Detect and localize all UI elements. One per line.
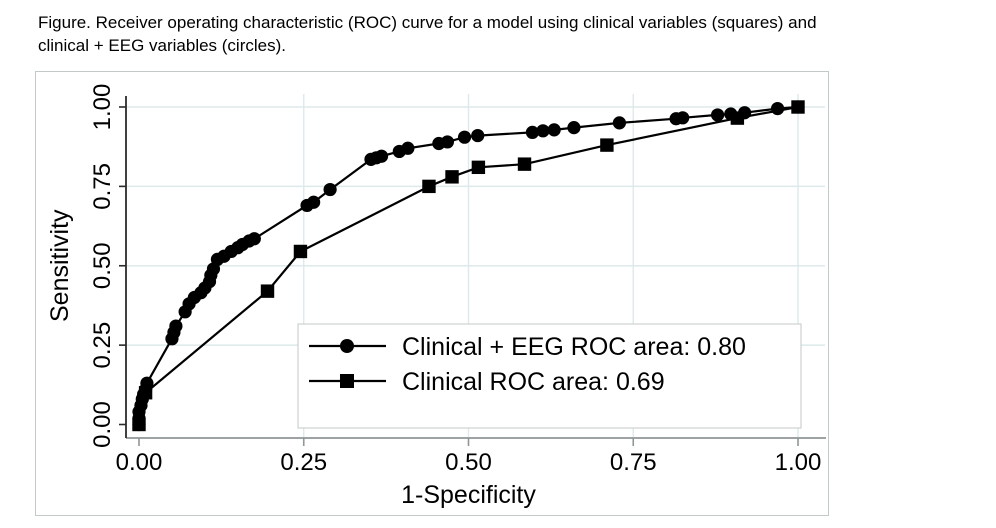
series-0-circle-marker [169, 319, 183, 333]
series-0-circle-marker [676, 111, 690, 125]
series-1-square-marker [260, 284, 275, 298]
series-1-square-marker [445, 170, 459, 184]
chart-frame: 0.00 0.25 0.50 0.75 1.00 0.00 0.25 0.50 0.75 1.00… [35, 71, 829, 516]
series-1-square-marker [132, 417, 146, 432]
series-0-circle-marker [567, 121, 581, 135]
series-1-square-marker [293, 244, 308, 259]
series-0-circle-marker [440, 135, 455, 149]
series-0-circle-marker [307, 195, 321, 209]
x-tick-label-0.75: 0.75 [610, 449, 657, 476]
figure-caption: Figure. Receiver operating characteristi… [38, 12, 970, 58]
y-tick-label-0.75: 0.75 [89, 163, 116, 210]
series-0-circle-marker [374, 149, 389, 163]
x-tick-label-1: 1.00 [775, 449, 822, 476]
series-0-circle-marker [323, 182, 337, 197]
y-tick-label-0.5: 0.50 [89, 242, 116, 289]
x-axis-title: 1-Specificity [401, 481, 536, 509]
series-0-circle-marker [457, 130, 472, 144]
series-0-circle-marker [536, 124, 550, 138]
series-1-square-marker [517, 157, 532, 171]
roc-chart: 0.00 0.25 0.50 0.75 1.00 0.00 0.25 0.50 0.75 1.00… [46, 84, 826, 509]
legend-box [297, 323, 802, 429]
y-axis-title: Sensitivity [46, 209, 74, 322]
legend-label-0: Clinical + EEG ROC area: 0.80 [402, 333, 746, 361]
series-0-circle-marker [711, 108, 725, 122]
series-0-circle-marker [471, 128, 485, 143]
x-tick-label-0: 0.00 [116, 449, 163, 476]
series-1-square-marker [600, 138, 614, 152]
series-0-circle-marker [547, 123, 561, 137]
figure-caption-line2: clinical + EEG variables (circles). [38, 35, 286, 55]
figure-caption-line1: Figure. Receiver operating characteristi… [38, 13, 817, 32]
y-tick-label-1: 1.00 [89, 84, 116, 131]
legend-square-marker-icon [340, 374, 354, 388]
series-1-square-marker [471, 160, 486, 175]
x-tick-label-0.5: 0.50 [445, 449, 492, 476]
legend-circle-marker-icon [340, 339, 354, 353]
series-1-square-marker [730, 111, 745, 125]
y-tick-label-0.25: 0.25 [89, 322, 116, 369]
series-0-circle-marker [612, 116, 627, 130]
series-1-square-marker [138, 386, 153, 400]
legend-label-1: Clinical ROC area: 0.69 [402, 368, 665, 396]
y-tick-label-0: 0.00 [89, 401, 116, 448]
series-1-square-marker [422, 179, 436, 194]
series-0-circle-marker [525, 125, 540, 139]
series-0-circle-marker [247, 232, 261, 246]
series-1-square-marker [791, 100, 805, 114]
series-0-circle-marker [401, 141, 415, 155]
x-tick-label-0.25: 0.25 [280, 449, 327, 476]
series-0-circle-marker [770, 101, 785, 116]
